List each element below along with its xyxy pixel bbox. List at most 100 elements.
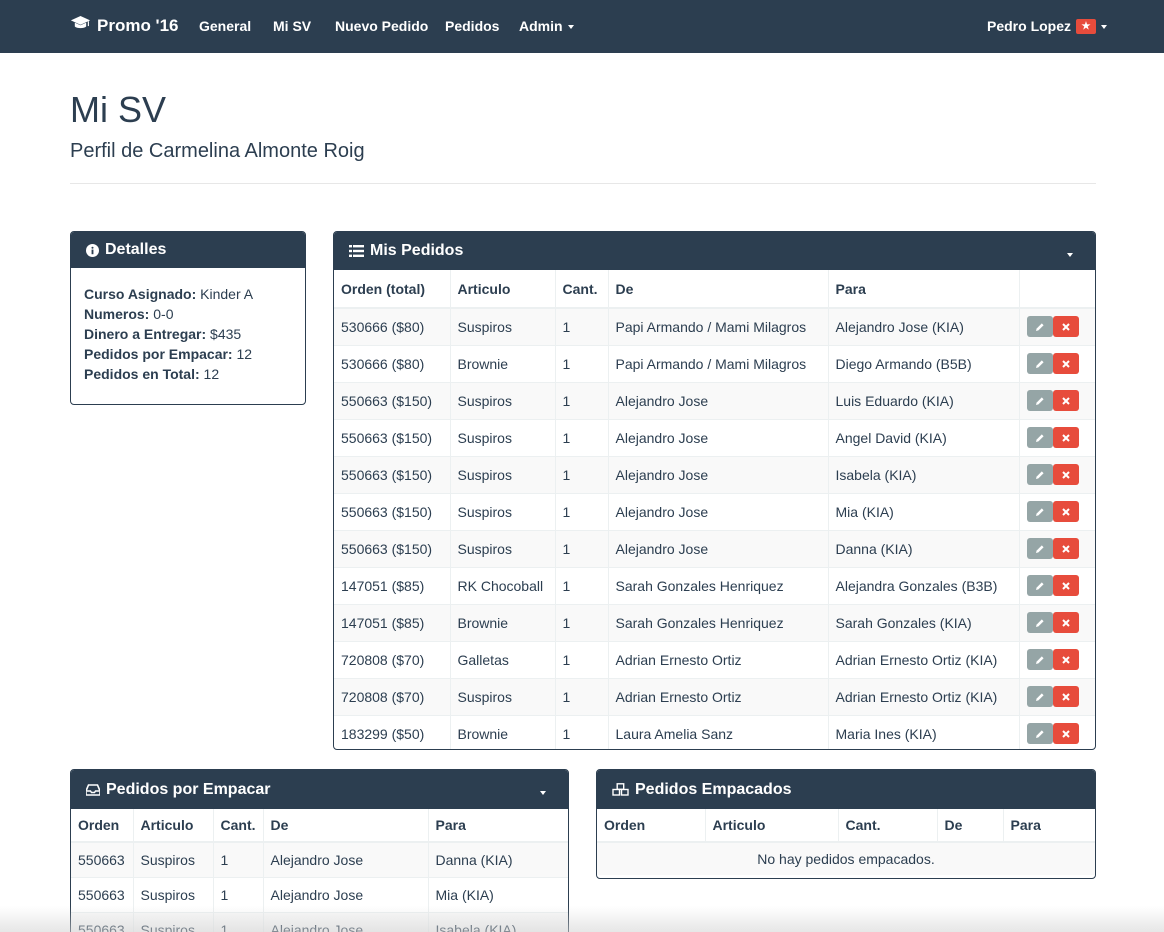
table-cell: Mia (KIA): [828, 492, 1020, 530]
table-cell: 530666 ($80): [334, 307, 451, 345]
table-cell: 1: [213, 911, 264, 932]
edit-button[interactable]: [1026, 538, 1053, 559]
table-cell: Suspiros: [450, 677, 556, 715]
row-actions: [1019, 603, 1095, 641]
detail-value: Kinder A: [200, 286, 254, 302]
delete-button[interactable]: [1052, 723, 1079, 745]
page-title: Mi SV: [70, 89, 167, 130]
delete-button[interactable]: [1052, 575, 1079, 596]
table-header-row: Orden Articulo Cant. De Para: [597, 809, 1095, 843]
table-cell: 550663 ($150): [334, 529, 451, 567]
pencil-icon: [1035, 396, 1044, 405]
table-cell: Adrian Ernesto Ortiz: [608, 640, 829, 678]
nav-admin-dropdown[interactable]: Admin: [519, 18, 574, 34]
table-cell: 1: [555, 640, 609, 678]
table-cell: Brownie: [450, 344, 556, 382]
edit-button[interactable]: [1026, 316, 1053, 338]
column-header: Para: [1003, 809, 1095, 843]
nav-pedidos[interactable]: Pedidos: [445, 18, 499, 34]
edit-button[interactable]: [1026, 390, 1053, 411]
caret-down-icon[interactable]: [1067, 253, 1073, 257]
table-cell: 550663 ($150): [334, 381, 451, 419]
row-actions: [1019, 307, 1095, 345]
delete-button[interactable]: [1052, 316, 1079, 338]
delete-button[interactable]: [1052, 464, 1079, 485]
table-cell: Danna (KIA): [828, 529, 1020, 567]
delete-button[interactable]: [1052, 686, 1079, 707]
nav-general[interactable]: General: [199, 18, 251, 34]
table-cell: 1: [555, 344, 609, 382]
details-panel-title: Detalles: [105, 241, 167, 258]
edit-button[interactable]: [1026, 427, 1053, 448]
details-panel-heading: Detalles: [71, 232, 305, 268]
edit-button[interactable]: [1026, 464, 1053, 485]
brand-link[interactable]: Promo '16: [70, 15, 179, 36]
page-subtitle: Perfil de Carmelina Almonte Roig: [70, 140, 365, 162]
empacados-panel: Pedidos Empacados Orden Articulo Cant. D…: [596, 769, 1096, 879]
table-row: 720808 ($70) Suspiros 1 Adrian Ernesto Orti…: [334, 677, 1095, 715]
table-cell: 1: [555, 455, 609, 493]
nav-nuevo-pedido-label: Nuevo Pedido: [335, 18, 429, 34]
delete-button[interactable]: [1052, 501, 1079, 522]
row-actions: [1019, 418, 1095, 456]
table-cell: 1: [555, 529, 609, 567]
row-actions: [1019, 714, 1095, 749]
user-menu-dropdown[interactable]: Pedro Lopez ★: [987, 18, 1108, 34]
column-header: Orden: [597, 809, 706, 843]
edit-button[interactable]: [1026, 649, 1053, 670]
table-cell: 1: [555, 677, 609, 715]
table-row: 183299 ($50) Brownie 1 Laura Amelia Sanz Mar…: [334, 714, 1095, 749]
caret-down-icon: [1101, 25, 1108, 29]
table-row: 550663 ($150) Suspiros 1 Alejandro Jose Luis…: [334, 381, 1095, 419]
delete-button[interactable]: [1052, 649, 1079, 670]
table-cell: Isabela (KIA): [428, 911, 568, 932]
edit-button[interactable]: [1026, 353, 1053, 374]
table-cell: 147051 ($85): [334, 566, 451, 604]
column-header: Orden (total): [334, 270, 451, 309]
table-cell: Alejandro Jose: [608, 418, 829, 456]
row-actions: [1019, 344, 1095, 382]
table-row: 550663 ($150) Suspiros 1 Alejandro Jose Dann…: [334, 529, 1095, 567]
table-cell: Alejandro Jose: [608, 455, 829, 493]
table-cell: Alejandro Jose: [608, 529, 829, 567]
edit-button[interactable]: [1026, 686, 1053, 707]
detail-row: Pedidos por Empacar: 12: [84, 344, 292, 364]
close-icon: [1061, 323, 1070, 331]
table-cell: Galletas: [450, 640, 556, 678]
close-icon: [1061, 470, 1070, 479]
graduation-cap-icon: [70, 15, 91, 36]
detail-row: Curso Asignado: Kinder A: [84, 284, 292, 304]
delete-button[interactable]: [1052, 353, 1079, 374]
edit-button[interactable]: [1026, 612, 1053, 633]
table-row: 530666 ($80) Brownie 1 Papi Armando / Mami …: [334, 344, 1095, 382]
table-cell: 550663 ($150): [334, 455, 451, 493]
delete-button[interactable]: [1052, 612, 1079, 633]
edit-button[interactable]: [1026, 575, 1053, 596]
column-header: De: [263, 809, 429, 843]
nav-mi-sv[interactable]: Mi SV: [273, 18, 311, 34]
delete-button[interactable]: [1052, 390, 1079, 411]
table-cell: RK Chocoball: [450, 566, 556, 604]
close-icon: [1061, 359, 1070, 368]
column-header: De: [608, 270, 829, 309]
detail-value: 12: [236, 346, 253, 362]
caret-down-icon[interactable]: [540, 791, 546, 795]
table-cell: 1: [213, 841, 264, 877]
edit-button[interactable]: [1026, 723, 1053, 745]
brand-label: Promo '16: [97, 15, 179, 35]
close-icon: [1061, 507, 1070, 516]
edit-button[interactable]: [1026, 501, 1053, 522]
table-cell: Sarah Gonzales Henriquez: [608, 566, 829, 604]
nav-nuevo-pedido[interactable]: Nuevo Pedido: [335, 18, 428, 34]
pencil-icon: [1035, 433, 1044, 442]
table-cell: Suspiros: [450, 381, 556, 419]
caret-down-icon: [567, 25, 574, 29]
delete-button[interactable]: [1052, 538, 1079, 559]
delete-button[interactable]: [1052, 427, 1079, 448]
pencil-icon: [1035, 692, 1044, 701]
por-empacar-panel: Pedidos por Empacar Orden Articulo Cant.…: [70, 769, 569, 932]
table-cell: Angel David (KIA): [828, 418, 1020, 456]
row-actions: [1019, 492, 1095, 530]
user-name: Pedro Lopez: [987, 18, 1072, 34]
column-header: Para: [828, 270, 1020, 309]
